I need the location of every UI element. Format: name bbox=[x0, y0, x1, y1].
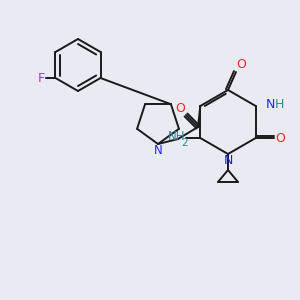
Text: H: H bbox=[275, 98, 284, 110]
Text: O: O bbox=[275, 131, 285, 145]
Text: N: N bbox=[223, 154, 233, 167]
Text: 2: 2 bbox=[181, 138, 188, 148]
Text: N: N bbox=[154, 143, 162, 157]
Text: F: F bbox=[38, 71, 45, 85]
Text: NH: NH bbox=[167, 130, 185, 142]
Text: O: O bbox=[175, 103, 185, 116]
Text: N: N bbox=[266, 98, 275, 110]
Text: O: O bbox=[236, 58, 246, 70]
